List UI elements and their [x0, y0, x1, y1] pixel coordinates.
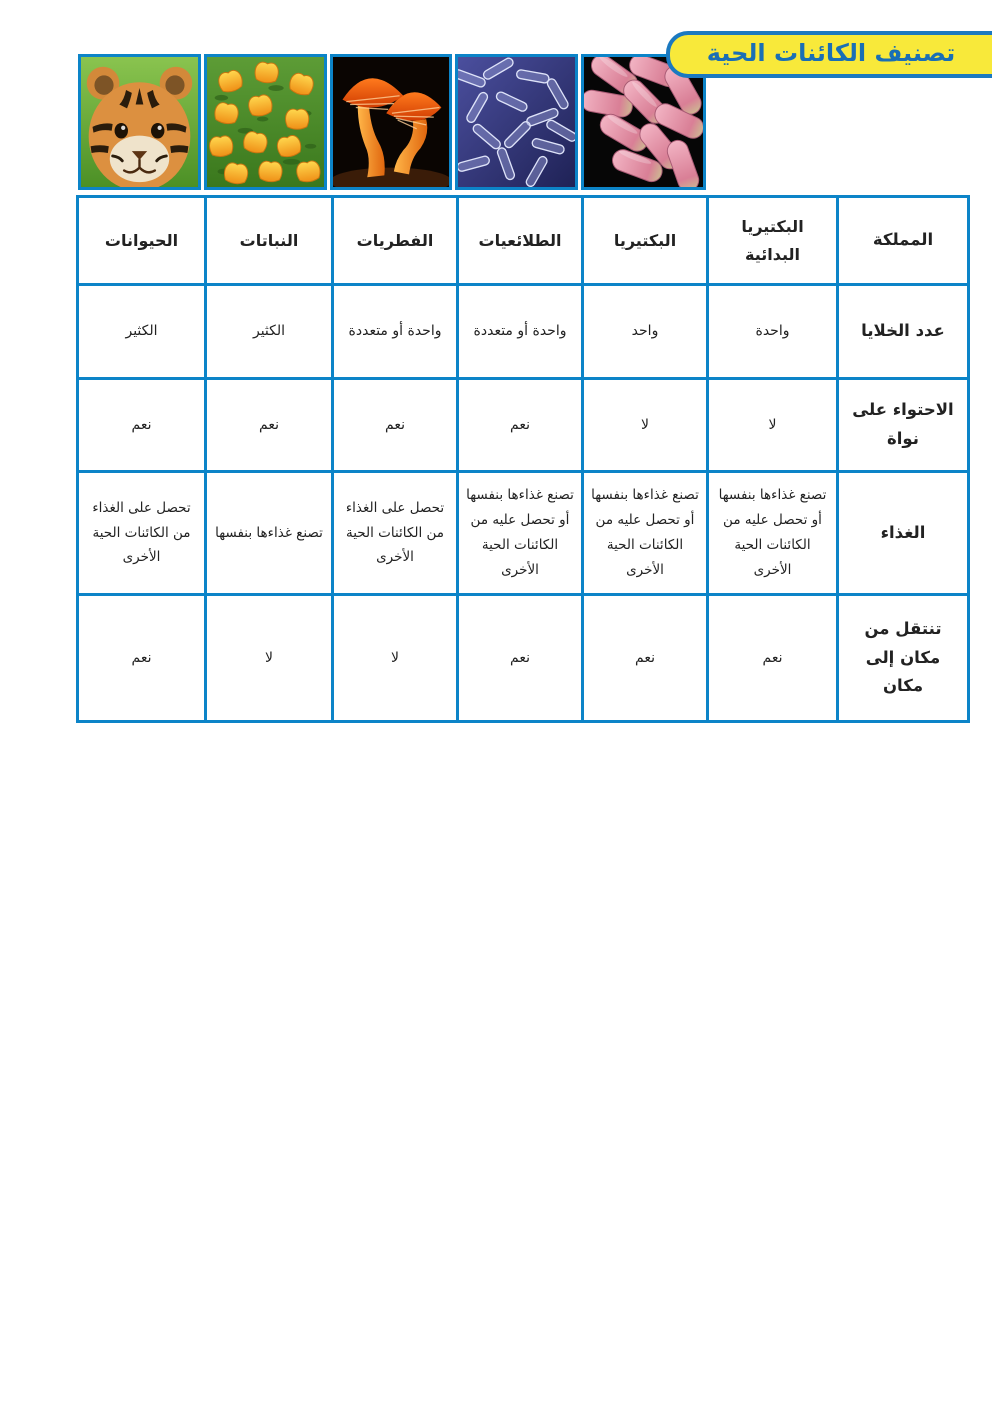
nucleus-fungi: نعم: [331, 377, 459, 473]
movement-plants: لا: [204, 593, 334, 723]
row-label-kingdom: المملكة: [836, 195, 970, 286]
kingdom-header-protists: الطلائعيات: [456, 195, 584, 286]
table-row-cell-count: عدد الخلايا واحدة واحد واحدة أو متعددة و…: [76, 283, 970, 380]
food-bacteria: تصنع غذاءها بنفسها أو تحصل عليه من الكائ…: [581, 470, 709, 596]
protists-micrograph-photo: [455, 54, 578, 190]
movement-archaebacteria: نعم: [706, 593, 839, 723]
orange-mushrooms-photo: [330, 54, 452, 190]
nucleus-animals: نعم: [76, 377, 207, 473]
cell-count-protists: واحدة أو متعددة: [456, 283, 584, 380]
bacteria-illustration: [584, 57, 703, 187]
kingdom-header-archaebacteria: البكتيريا البدائية: [706, 195, 839, 286]
food-protists: تصنع غذاءها بنفسها أو تحصل عليه من الكائ…: [456, 470, 584, 596]
cell-count-archaebacteria: واحدة: [706, 283, 839, 380]
movement-protists: نعم: [456, 593, 584, 723]
flowers-illustration: [207, 57, 324, 187]
movement-fungi: لا: [331, 593, 459, 723]
tiger-cub-photo: [78, 54, 201, 190]
page-title: تصنيف الكائنات الحية: [706, 39, 956, 67]
cell-count-animals: الكثير: [76, 283, 207, 380]
movement-animals: نعم: [76, 593, 207, 723]
food-animals: تحصل على الغذاء من الكائنات الحية الأخرى: [76, 470, 207, 596]
row-label-movement: تنتقل من مكان إلى مكان: [836, 593, 970, 723]
table-row-movement: تنتقل من مكان إلى مكان نعم نعم نعم لا لا…: [76, 593, 970, 723]
yellow-flowers-photo: [204, 54, 327, 190]
tiger-cub-illustration: [81, 57, 198, 187]
kingdom-header-animals: الحيوانات: [76, 195, 207, 286]
nucleus-plants: نعم: [204, 377, 334, 473]
cell-count-plants: الكثير: [204, 283, 334, 380]
kingdom-header-fungi: الفطريات: [331, 195, 459, 286]
nucleus-archaebacteria: لا: [706, 377, 839, 473]
row-label-nucleus: الاحتواء على نواة: [836, 377, 970, 473]
food-plants: تصنع غذاءها بنفسها: [204, 470, 334, 596]
cell-count-bacteria: واحد: [581, 283, 709, 380]
food-archaebacteria: تصنع غذاءها بنفسها أو تحصل عليه من الكائ…: [706, 470, 839, 596]
cell-count-fungi: واحدة أو متعددة: [331, 283, 459, 380]
row-label-food: الغذاء: [836, 470, 970, 596]
nucleus-bacteria: لا: [581, 377, 709, 473]
mushrooms-illustration: [333, 57, 449, 187]
row-label-cell-count: عدد الخلايا: [836, 283, 970, 380]
table-row-kingdom: المملكة البكتيريا البدائية البكتيريا الط…: [76, 195, 970, 286]
movement-bacteria: نعم: [581, 593, 709, 723]
table-row-food: الغذاء تصنع غذاءها بنفسها أو تحصل عليه م…: [76, 470, 970, 596]
kingdom-header-plants: النباتات: [204, 195, 334, 286]
diatoms-illustration: [458, 57, 575, 187]
food-fungi: تحصل على الغذاء من الكائنات الحية الأخرى: [331, 470, 459, 596]
nucleus-protists: نعم: [456, 377, 584, 473]
kingdom-header-bacteria: البكتيريا: [581, 195, 709, 286]
page-title-banner: تصنيف الكائنات الحية: [666, 31, 992, 78]
classification-table: المملكة البكتيريا البدائية البكتيريا الط…: [76, 195, 970, 723]
table-row-nucleus: الاحتواء على نواة لا لا نعم نعم نعم نعم: [76, 377, 970, 473]
